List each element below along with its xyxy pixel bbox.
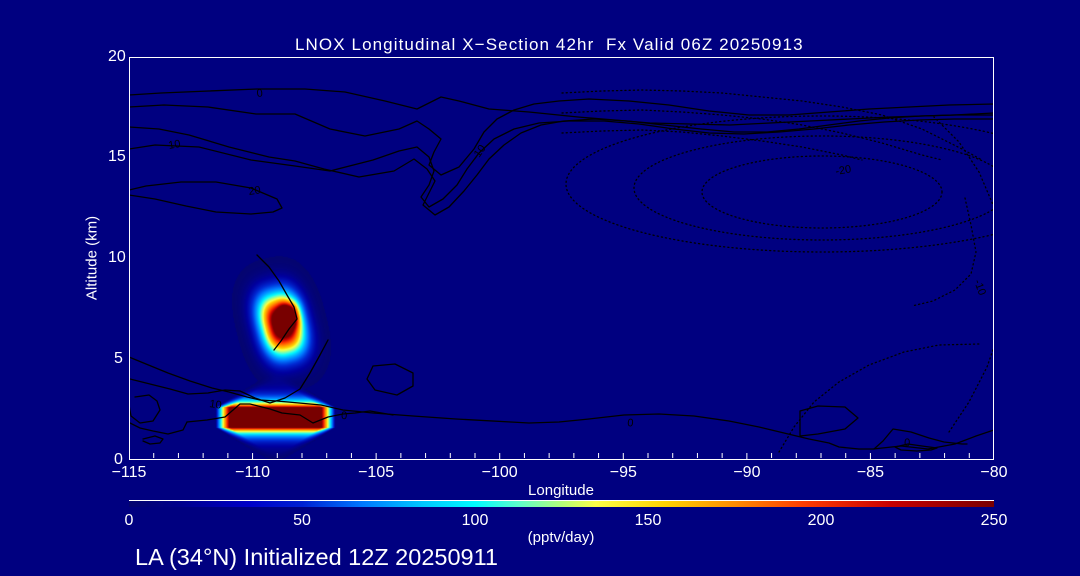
svg-text:0: 0 [256, 87, 263, 100]
svg-text:-20: -20 [834, 163, 852, 178]
svg-text:10: 10 [167, 138, 181, 152]
svg-text:10: 10 [209, 398, 223, 412]
svg-text:-10: -10 [971, 278, 988, 297]
svg-text:0: 0 [904, 437, 911, 449]
svg-text:0: 0 [627, 417, 634, 430]
svg-text:20: 20 [248, 184, 262, 198]
svg-text:-10: -10 [470, 143, 489, 163]
svg-text:0: 0 [341, 410, 348, 422]
